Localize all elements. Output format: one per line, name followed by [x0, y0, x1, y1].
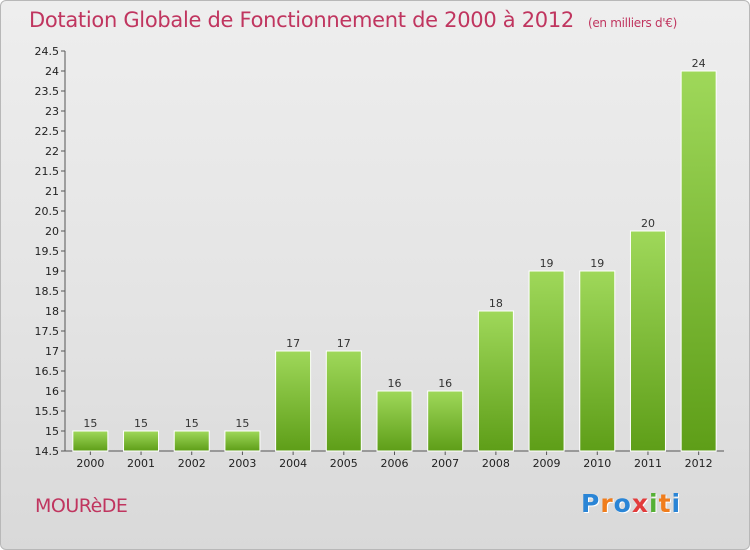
- logo-letter: r: [600, 489, 614, 518]
- y-tick-label: 16: [45, 385, 59, 398]
- y-tick-label: 16.5: [35, 365, 60, 378]
- bar-2010[interactable]: [579, 270, 616, 452]
- y-tick-label: 23: [45, 105, 59, 118]
- x-tick-label: 2011: [634, 457, 662, 470]
- value-label-2012: 24: [692, 57, 706, 70]
- x-tick-label: 2003: [228, 457, 256, 470]
- logo-letter: x: [631, 489, 649, 518]
- value-label-2007: 16: [438, 377, 452, 390]
- bar-2012[interactable]: [680, 70, 717, 452]
- commune-name: MOURèDE: [35, 495, 128, 517]
- value-label-2001: 15: [134, 417, 148, 430]
- y-tick-label: 15: [45, 425, 59, 438]
- x-axis: 2000 2001 2002 2003 2004 2005 2006 2007 2008 2009…: [65, 450, 724, 470]
- value-label-2011: 20: [641, 217, 655, 230]
- x-tick-label: 2002: [178, 457, 206, 470]
- bar-2004[interactable]: [275, 350, 312, 452]
- y-tick-label: 20.5: [35, 205, 60, 218]
- y-tick-label: 14.5: [35, 445, 60, 458]
- x-tick-label: 2001: [127, 457, 155, 470]
- logo-letter: i: [671, 489, 682, 518]
- bar-2000[interactable]: [72, 430, 109, 452]
- logo-letter: P: [581, 489, 601, 518]
- value-label-2004: 17: [286, 337, 300, 350]
- y-tick-label: 18: [45, 305, 59, 318]
- logo-letter: i: [649, 489, 659, 518]
- chart-title: Dotation Globale de Fonctionnement de 20…: [29, 8, 677, 32]
- bar-2007[interactable]: [427, 390, 464, 452]
- value-label-2009: 19: [540, 257, 554, 270]
- value-label-2000: 15: [83, 417, 97, 430]
- proxiti-logo[interactable]: Proxiti: [581, 489, 681, 518]
- y-tick-label: 20: [45, 225, 59, 238]
- x-tick-label: 2000: [76, 457, 104, 470]
- value-label-2010: 19: [590, 257, 604, 270]
- value-label-2005: 17: [337, 337, 351, 350]
- value-label-2002: 15: [185, 417, 199, 430]
- chart-title-main: Dotation Globale de Fonctionnement de 20…: [29, 8, 574, 32]
- x-tick-label: 2004: [279, 457, 307, 470]
- y-tick-label: 19.5: [35, 245, 60, 258]
- x-tick-label: 2010: [583, 457, 611, 470]
- y-axis: 14.5 15 15.5 16 16.5 17 17.5 18 18.5 19 19.5 20 20.5…: [35, 45, 66, 458]
- y-tick-label: 22.5: [35, 125, 60, 138]
- y-tick-label: 18.5: [35, 285, 60, 298]
- y-tick-label: 24: [45, 65, 59, 78]
- value-labels: 15 15 15 15 17 17 16 16 18 19 19 20 24: [83, 57, 705, 430]
- x-tick-label: 2005: [330, 457, 358, 470]
- y-tick-label: 21.5: [35, 165, 60, 178]
- bar-2005[interactable]: [325, 350, 362, 452]
- y-tick-label: 17: [45, 345, 59, 358]
- y-tick-label: 24.5: [35, 45, 60, 58]
- value-label-2006: 16: [388, 377, 402, 390]
- x-tick-label: 2009: [533, 457, 561, 470]
- y-tick-label: 22: [45, 145, 59, 158]
- bar-2003[interactable]: [224, 430, 261, 452]
- bar-2008[interactable]: [477, 310, 514, 452]
- logo-letter: t: [658, 489, 672, 518]
- x-tick-label: 2012: [685, 457, 713, 470]
- bar-2011[interactable]: [629, 230, 666, 452]
- value-label-2003: 15: [235, 417, 249, 430]
- value-label-2008: 18: [489, 297, 503, 310]
- x-tick-label: 2008: [482, 457, 510, 470]
- x-tick-label: 2007: [431, 457, 459, 470]
- x-tick-label: 2006: [381, 457, 409, 470]
- bars: [72, 70, 717, 452]
- bar-2002[interactable]: [173, 430, 210, 452]
- y-tick-label: 23.5: [35, 85, 60, 98]
- bar-2001[interactable]: [123, 430, 160, 452]
- y-tick-label: 17.5: [35, 325, 60, 338]
- y-tick-label: 15.5: [35, 405, 60, 418]
- logo-letter: o: [613, 489, 632, 518]
- bar-2009[interactable]: [528, 270, 565, 452]
- y-tick-label: 19: [45, 265, 59, 278]
- chart-subtitle: (en milliers d'€): [587, 16, 677, 30]
- bar-2006[interactable]: [376, 390, 413, 452]
- y-tick-label: 21: [45, 185, 59, 198]
